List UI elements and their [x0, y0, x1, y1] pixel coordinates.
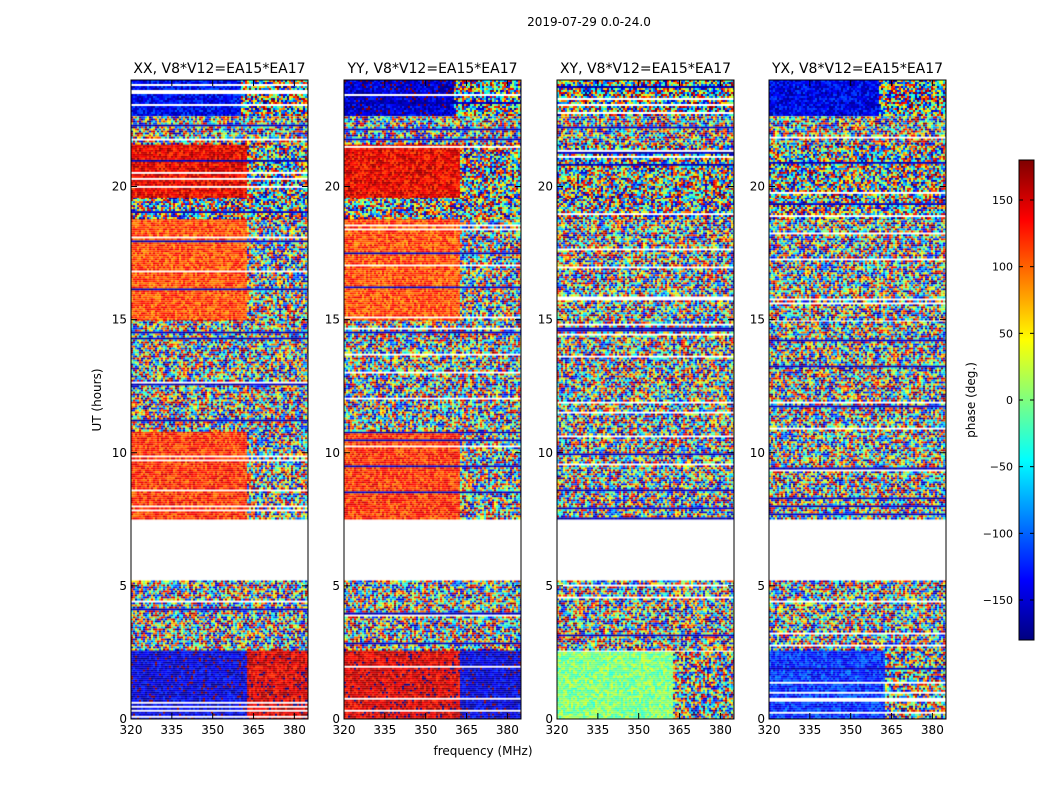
panel-1: YY, V8*V12=EA15*EA17 320 335 350 365 380 0 5 10 1…	[325, 61, 522, 737]
x-tick-label: 350	[414, 723, 437, 737]
colorbar-tick-label: 150	[992, 194, 1013, 207]
y-tick-label: 0	[545, 712, 553, 726]
x-tick-label: 365	[242, 723, 265, 737]
heatmap-raster	[344, 80, 521, 719]
x-tick-label: 380	[496, 723, 519, 737]
panel-3: YX, V8*V12=EA15*EA17 320 335 350 365 380 0 5 10 1…	[750, 61, 947, 737]
x-tick-label: 365	[455, 723, 478, 737]
panel-title: YY, V8*V12=EA15*EA17	[346, 61, 517, 77]
panel-frame	[130, 79, 309, 720]
y-tick-label: 5	[757, 579, 765, 593]
y-tick-label: 20	[112, 180, 127, 194]
x-tick-label: 320	[120, 723, 143, 737]
panel-0: XX, V8*V12=EA15*EA17 320 335 350 365 380 0 5 10 1…	[112, 61, 309, 737]
x-tick-label: 380	[921, 723, 944, 737]
y-tick-label: 5	[332, 579, 340, 593]
y-tick-label: 15	[112, 313, 127, 327]
y-tick-label: 15	[750, 313, 765, 327]
x-tick-label: 365	[880, 723, 903, 737]
panel-title: YX, V8*V12=EA15*EA17	[771, 61, 943, 77]
y-tick-label: 20	[538, 180, 553, 194]
colorbar-tick-label: −50	[990, 461, 1013, 474]
y-tick-label: 0	[119, 712, 127, 726]
y-tick-label: 10	[750, 446, 765, 460]
colorbar-label: phase (deg.)	[964, 362, 978, 438]
y-tick-label: 15	[325, 313, 340, 327]
y-axis-label: UT (hours)	[90, 368, 104, 431]
y-tick-label: 0	[332, 712, 340, 726]
x-tick-label: 335	[798, 723, 821, 737]
panel-frame	[556, 79, 735, 720]
y-tick-label: 20	[750, 180, 765, 194]
x-tick-label: 365	[668, 723, 691, 737]
y-tick-label: 15	[538, 313, 553, 327]
y-tick-label: 10	[112, 446, 127, 460]
y-tick-label: 10	[538, 446, 553, 460]
panel-title: XX, V8*V12=EA15*EA17	[133, 61, 305, 77]
x-tick-label: 380	[709, 723, 732, 737]
x-tick-label: 335	[586, 723, 609, 737]
heatmap-raster	[557, 80, 734, 719]
colorbar-tick-label: 50	[999, 327, 1013, 340]
x-tick-label: 380	[283, 723, 306, 737]
x-tick-label: 320	[758, 723, 781, 737]
x-tick-label: 350	[839, 723, 862, 737]
y-tick-label: 5	[119, 579, 127, 593]
panel-2: XY, V8*V12=EA15*EA17 320 335 350 365 380 0 5 10 1…	[538, 61, 735, 737]
x-tick-label: 335	[160, 723, 183, 737]
x-tick-label: 335	[373, 723, 396, 737]
panel-frame	[343, 79, 522, 720]
x-tick-label: 350	[627, 723, 650, 737]
heatmap-raster	[131, 80, 308, 719]
panel-group: XX, V8*V12=EA15*EA17 320 335 350 365 380 0 5 10 1…	[112, 61, 947, 737]
figure-title: 2019-07-29 0.0-24.0	[527, 15, 651, 29]
panel-title: XY, V8*V12=EA15*EA17	[560, 61, 731, 77]
y-tick-label: 5	[545, 579, 553, 593]
colorbar-tick-label: −150	[983, 594, 1013, 607]
heatmap-raster	[769, 80, 946, 719]
colorbar-tick-label: −100	[983, 527, 1013, 540]
x-tick-label: 320	[333, 723, 356, 737]
colorbar-tick-label: 100	[992, 261, 1013, 274]
x-tick-label: 320	[546, 723, 569, 737]
colorbar-tick-label: 0	[1006, 394, 1013, 407]
y-tick-label: 10	[325, 446, 340, 460]
x-axis-label: frequency (MHz)	[433, 744, 532, 758]
y-tick-label: 20	[325, 180, 340, 194]
panel-frame	[768, 79, 947, 720]
y-tick-label: 0	[757, 712, 765, 726]
x-tick-label: 350	[201, 723, 224, 737]
colorbar: 150 100 50 0 −50 −100 −150	[983, 159, 1035, 641]
